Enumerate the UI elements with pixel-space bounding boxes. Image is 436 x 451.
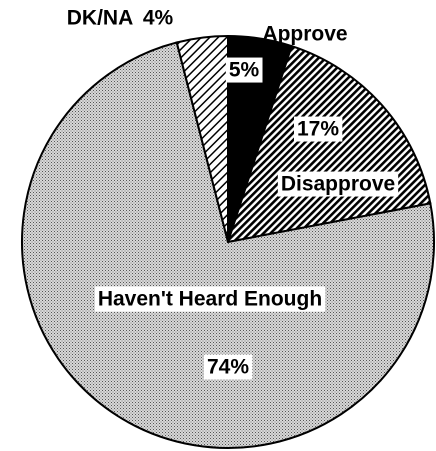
value-label: 74%: [207, 356, 249, 379]
pie-slice: [21, 41, 435, 449]
slices: [21, 34, 435, 449]
label-background: [277, 171, 399, 197]
label-background: [293, 116, 343, 142]
category-label: Approve: [262, 23, 347, 46]
value-label: 5%: [229, 59, 260, 82]
category-label: Disapprove: [281, 173, 395, 196]
label-background: [203, 354, 253, 380]
category-label: Haven't Heard Enough: [98, 288, 322, 311]
label-background: [94, 286, 326, 312]
label-background: [225, 57, 263, 83]
category-label: DK/NA: [67, 7, 134, 30]
value-label: 4%: [143, 7, 174, 30]
value-label: 17%: [297, 118, 339, 141]
pie-slice: [175, 34, 229, 243]
